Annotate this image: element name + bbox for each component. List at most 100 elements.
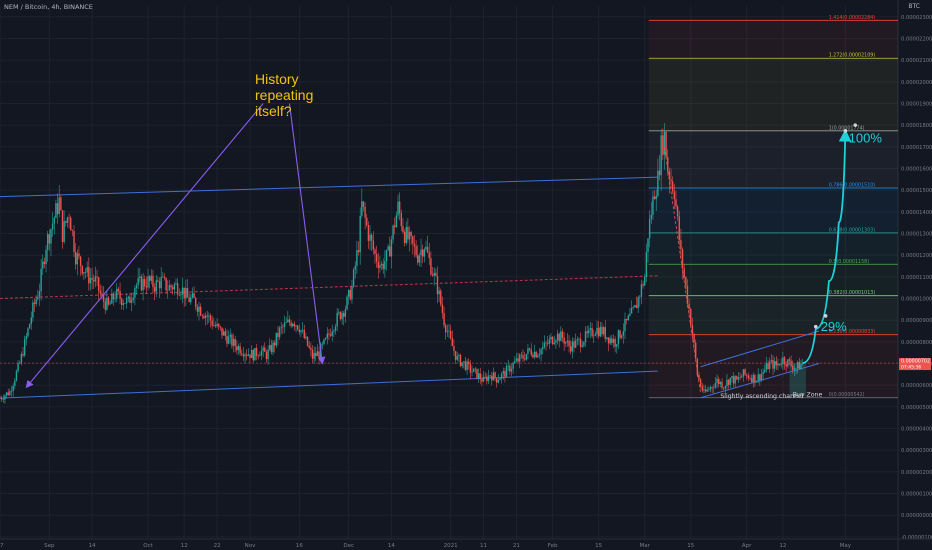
candle-body (400, 213, 403, 227)
candle-body (699, 379, 702, 387)
candle-body (227, 336, 230, 344)
candle-body (576, 339, 578, 341)
candle-body (593, 335, 595, 337)
candle-body (273, 342, 276, 346)
candle-body (551, 336, 554, 344)
channel-annotation: Slightly ascending channel (720, 393, 803, 400)
candle-body (9, 391, 11, 396)
candle-body (597, 327, 600, 337)
candle-body (231, 334, 233, 346)
candle-body (155, 280, 157, 292)
candle-body (14, 380, 16, 386)
candle-body (272, 342, 274, 353)
candle-body (499, 378, 501, 381)
candle-body (114, 298, 116, 300)
x-tick-label: 14 (388, 543, 395, 549)
candle-body (671, 181, 674, 192)
x-tick-label: 12 (181, 543, 188, 549)
candle-body (574, 340, 577, 348)
candle-body (451, 338, 453, 347)
candle-body (158, 281, 161, 289)
candle-body (173, 284, 176, 290)
current-price-label: 0.00000702 (901, 359, 930, 365)
candle-body (495, 377, 498, 383)
candle-body (213, 325, 215, 326)
candle-body (408, 232, 411, 240)
candle-body (458, 355, 460, 357)
x-tick-label: Feb (548, 543, 558, 549)
fib-zone (648, 264, 898, 296)
current-price-tag (899, 358, 931, 371)
y-tick-label: 0.00002000 (901, 80, 932, 86)
target-point (853, 123, 858, 127)
x-tick-label: 17 (0, 543, 4, 549)
y-tick-label: 0.00000200 (901, 470, 932, 476)
candle-body (46, 234, 49, 250)
fib-level-label: 0.618(0.00001303) (829, 227, 876, 233)
candle-body (578, 338, 580, 340)
fib-zone (648, 295, 898, 335)
buy-zone-box (789, 363, 806, 396)
candle-body (762, 372, 764, 374)
candle-body (782, 357, 784, 365)
candle-body (32, 302, 34, 318)
candle-body (591, 328, 593, 337)
candle-body (745, 374, 748, 376)
candle-body (709, 387, 712, 390)
candle-body (171, 287, 174, 290)
candle-body (316, 351, 319, 357)
candle-body (285, 321, 287, 323)
candle-body (78, 253, 80, 257)
candle-body (796, 361, 799, 369)
candle-body (106, 297, 108, 310)
candle-body (135, 285, 138, 289)
candle-body (553, 342, 555, 344)
candle-body (165, 277, 167, 291)
candle-body (742, 369, 745, 377)
candle-body (732, 376, 735, 384)
candle-body (229, 334, 231, 337)
candle-body (84, 272, 87, 273)
candle-body (764, 369, 766, 373)
projection-point (813, 324, 818, 329)
candle-body (599, 326, 602, 337)
candle-body (741, 376, 743, 378)
candle-body (512, 363, 514, 369)
candle-body (122, 303, 125, 305)
candle-body (377, 261, 379, 268)
x-tick-label: 12 (779, 543, 786, 549)
candle-body (369, 234, 371, 241)
candle-body (234, 338, 236, 347)
candle-body (535, 351, 537, 358)
candle-body (28, 324, 31, 329)
candle-body (594, 334, 597, 336)
candle-body (242, 354, 245, 357)
candle-body (568, 340, 570, 347)
candle-body (346, 296, 348, 310)
candle-body (43, 261, 46, 265)
candle-body (107, 297, 110, 305)
candle-body (573, 341, 575, 348)
candle-body (571, 341, 574, 352)
candle-body (93, 279, 95, 282)
candle-body (132, 297, 134, 301)
channel-line (0, 370, 658, 399)
y-tick-label: 0.00000800 (901, 340, 932, 346)
candle-body (754, 374, 756, 383)
candle-body (15, 371, 18, 381)
candle-body (504, 371, 506, 377)
candle-body (713, 387, 715, 389)
candle-body (783, 357, 786, 365)
candle-body (398, 201, 401, 214)
candle-body (604, 327, 606, 339)
candle-body (254, 347, 256, 361)
candle-body (773, 361, 776, 369)
candle-body (645, 252, 648, 278)
candle-body (635, 305, 638, 309)
candle-body (395, 215, 398, 228)
candle-body (104, 301, 106, 310)
channel-line (0, 176, 658, 198)
candle-body (27, 328, 29, 337)
